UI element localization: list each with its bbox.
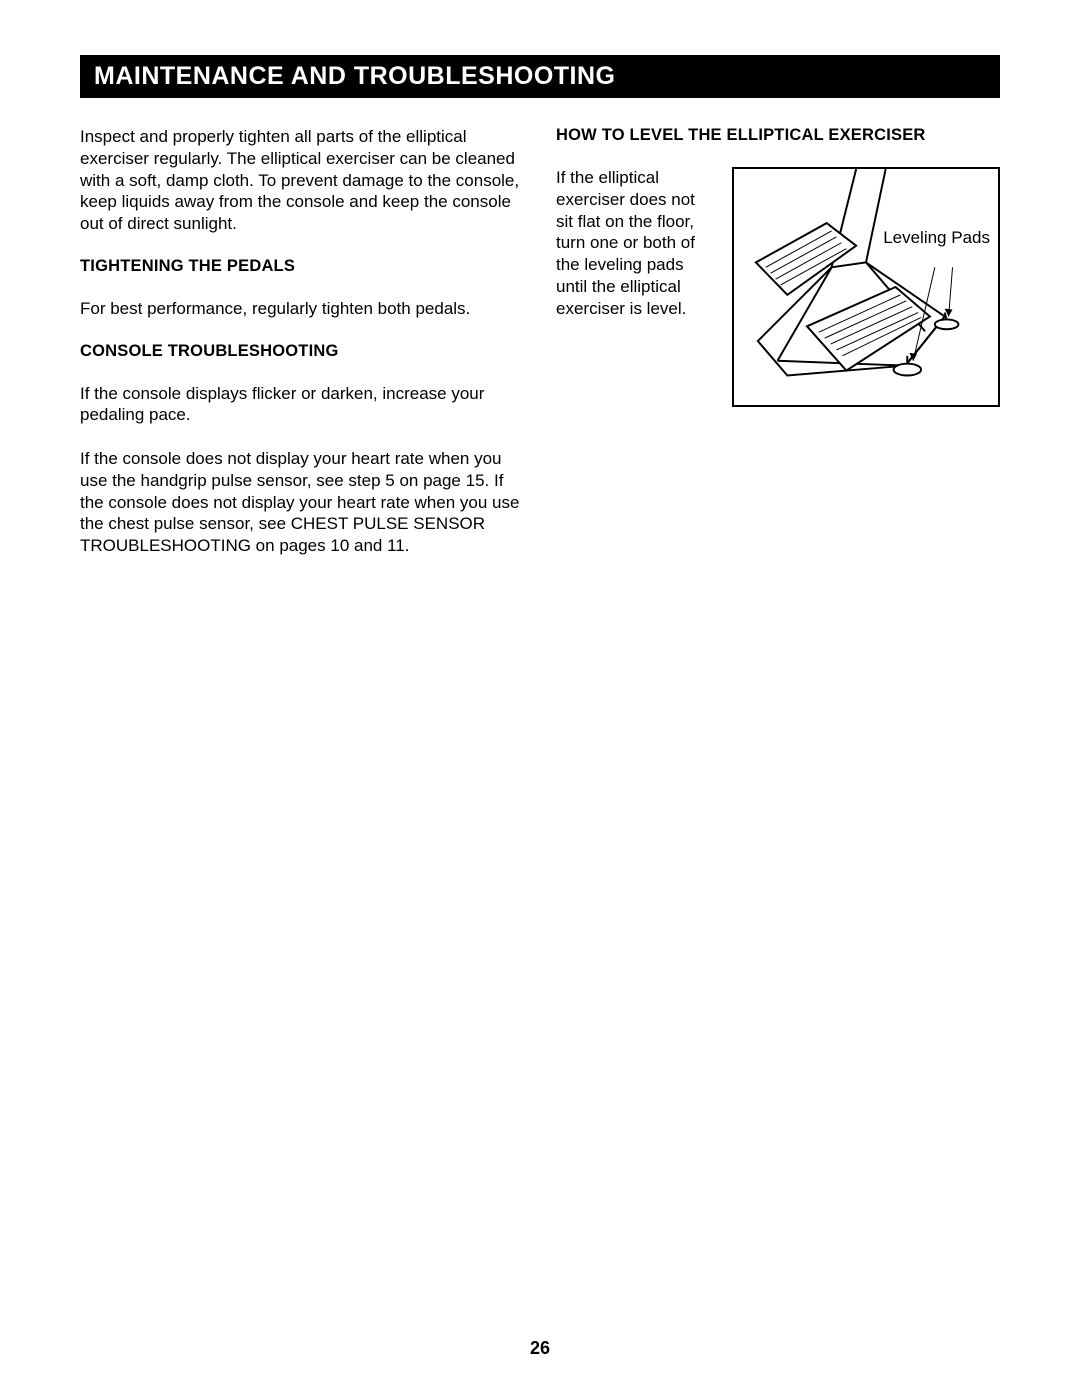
paragraph-heart-rate: If the console does not display your hea… xyxy=(80,448,524,557)
right-column: HOW TO LEVEL THE ELLIPTICAL EXERCISER If… xyxy=(556,126,1000,579)
subhead-level-exerciser: HOW TO LEVEL THE ELLIPTICAL EXERCISER xyxy=(556,126,1000,145)
subhead-console-troubleshooting: CONSOLE TROUBLESHOOTING xyxy=(80,342,524,361)
content-columns: Inspect and properly tighten all parts o… xyxy=(80,126,1000,579)
paragraph-flicker: If the console displays flicker or darke… xyxy=(80,383,524,427)
paragraph-leveling: If the elliptical exerciser does not sit… xyxy=(556,167,716,319)
intro-paragraph: Inspect and properly tighten all parts o… xyxy=(80,126,524,235)
page-number: 26 xyxy=(0,1338,1080,1359)
right-row: If the elliptical exerciser does not sit… xyxy=(556,167,1000,407)
leveling-figure: Leveling Pads xyxy=(732,167,1000,407)
subhead-tightening-pedals: TIGHTENING THE PEDALS xyxy=(80,257,524,276)
page-title-bar: MAINTENANCE AND TROUBLESHOOTING xyxy=(80,55,1000,98)
left-column: Inspect and properly tighten all parts o… xyxy=(80,126,524,579)
figure-label-leveling-pads: Leveling Pads xyxy=(883,227,990,248)
paragraph-pedals: For best performance, regularly tighten … xyxy=(80,298,524,320)
elliptical-diagram-icon xyxy=(734,169,998,405)
